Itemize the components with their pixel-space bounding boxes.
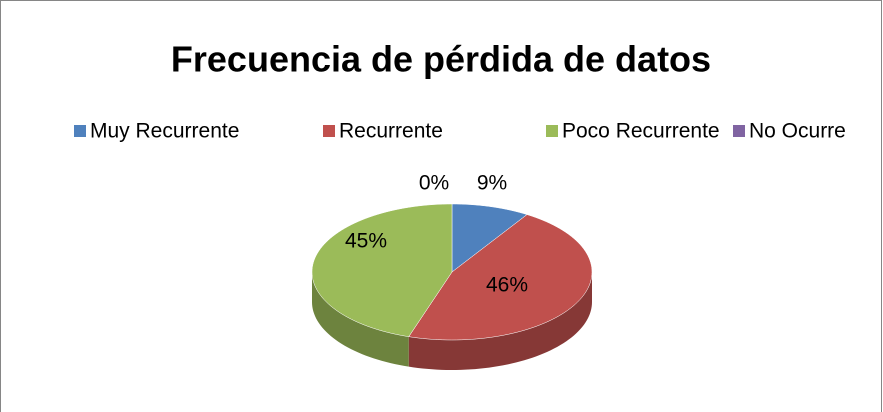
- slice-side: [312, 272, 409, 367]
- legend-swatch: [546, 125, 558, 137]
- legend-label: Poco Recurrente: [562, 120, 720, 143]
- data-label: 46%: [486, 274, 528, 297]
- slice: [408, 214, 593, 341]
- slice: [311, 203, 453, 337]
- data-label: 45%: [345, 230, 387, 253]
- legend-swatch: [733, 125, 745, 137]
- slice: [451, 203, 528, 273]
- legend-label: Recurrente: [339, 120, 443, 143]
- legend-swatch: [74, 125, 86, 137]
- chart-title: Frecuencia de pérdida de datos: [171, 39, 711, 80]
- slice-side: [408, 272, 592, 370]
- data-label: 0%: [419, 172, 449, 195]
- data-label: 9%: [477, 172, 507, 195]
- legend-swatch: [323, 125, 335, 137]
- legend-label: No Ocurre: [749, 120, 846, 143]
- legend-label: Muy Recurrente: [90, 120, 239, 143]
